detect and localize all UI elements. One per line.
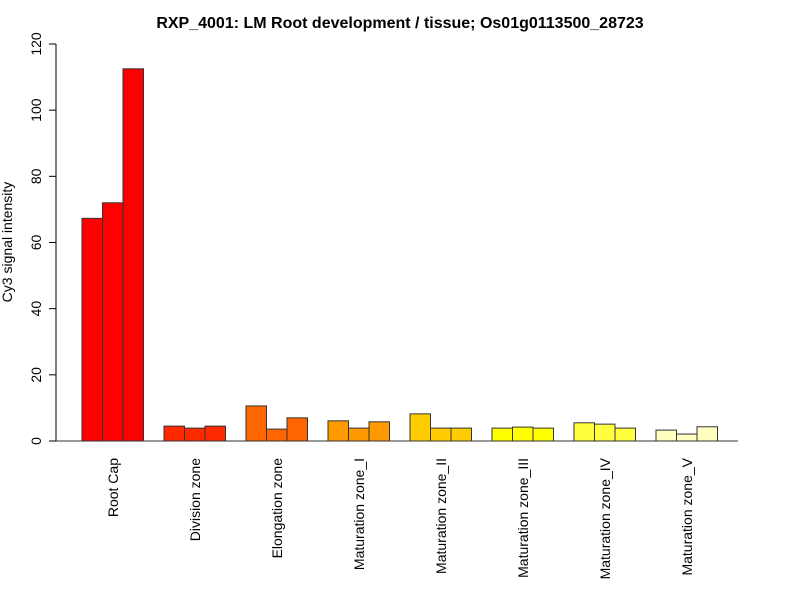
bar [286,417,308,442]
bar [655,429,677,442]
bar [512,426,534,442]
bar [163,425,185,442]
bar [102,202,124,442]
x-tick-label: Division zone [187,458,203,541]
bar [184,427,206,442]
x-tick-label: Maturation zone_IV [597,457,613,579]
bar [266,428,288,442]
y-tick-label: 40 [28,301,44,317]
bar [122,68,144,442]
x-tick-label: Maturation zone_V [679,457,695,575]
x-tick-label: Elongation zone [269,458,285,559]
bar [696,426,718,442]
bars-group [81,68,718,442]
y-tick-label: 120 [28,32,44,56]
bar [450,427,472,442]
y-tick-label: 0 [28,437,44,445]
bar [594,423,616,442]
y-tick-label: 60 [28,235,44,251]
bar [614,427,636,442]
y-tick-label: 80 [28,168,44,184]
bar [204,425,226,442]
bar [676,433,698,442]
bar [491,427,513,442]
x-tick-label: Root Cap [105,458,121,517]
bar [368,421,390,442]
bar [245,405,267,442]
x-tick-label: Maturation zone_III [515,458,531,578]
bar [532,427,554,442]
bar [573,422,595,442]
bar [327,420,349,442]
y-tick-label: 100 [28,98,44,122]
y-tick-label: 20 [28,367,44,383]
bar [430,427,452,442]
y-axis: 0 20 40 60 80 100 120 [28,32,57,445]
bar [81,217,103,442]
y-axis-label: Cy3 signal intensity [0,182,15,303]
x-tick-labels: Root Cap Division zone Elongation zone Matu… [105,457,695,579]
bar [348,427,370,442]
bar [409,413,431,442]
x-tick-label: Maturation zone_I [351,458,367,570]
chart-title: RXP_4001: LM Root development / tissue; … [156,15,643,32]
x-tick-label: Maturation zone_II [433,458,449,574]
